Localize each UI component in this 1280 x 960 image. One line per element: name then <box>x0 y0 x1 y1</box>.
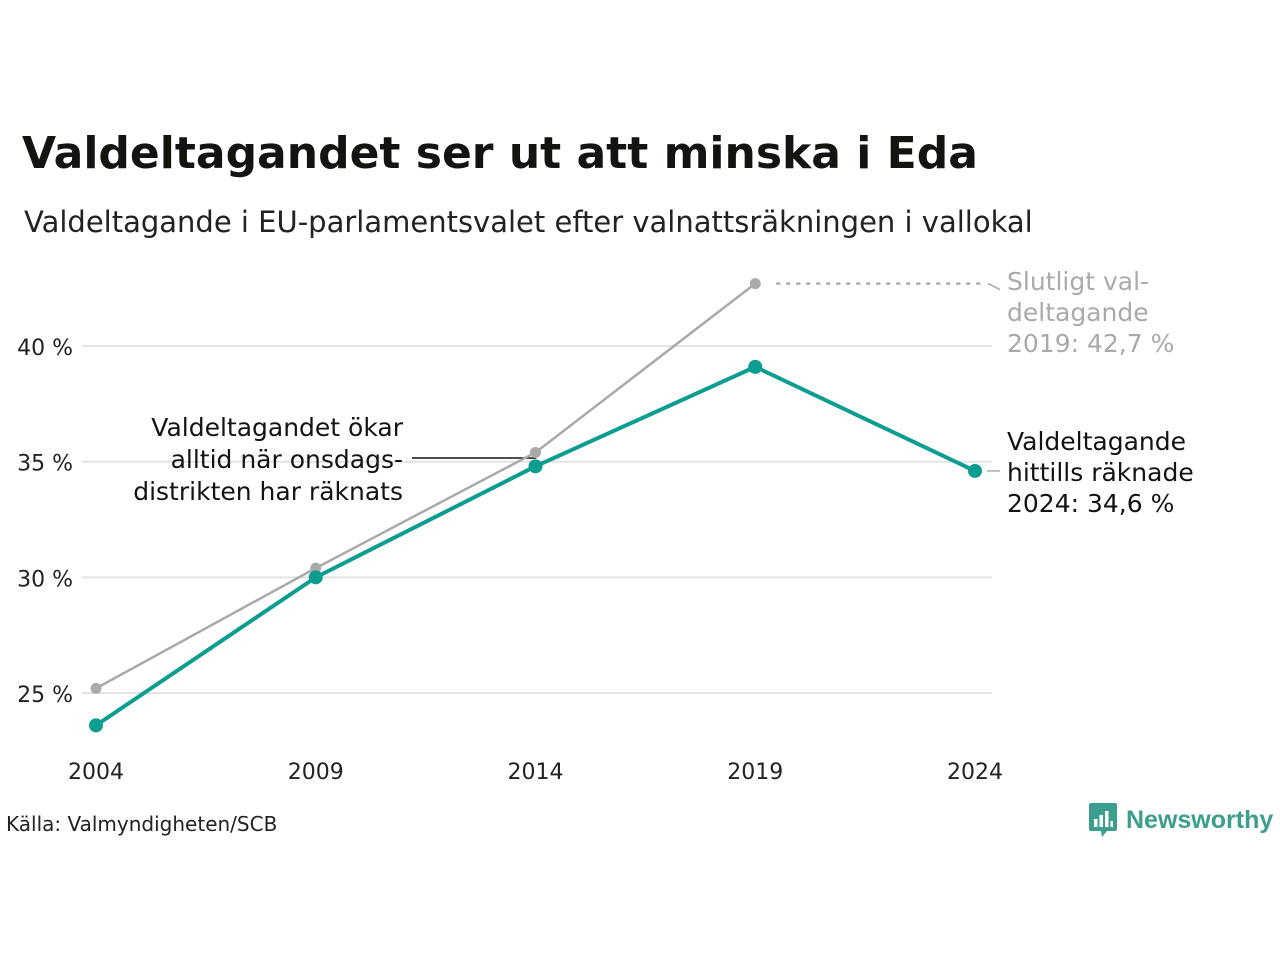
y-tick-label: 40 % <box>17 336 73 361</box>
annotation-current-line: 2024: 34,6 % <box>1007 489 1174 518</box>
chart-title: Valdeltagandet ser ut att minska i Eda <box>22 128 978 179</box>
annotation-current-line: hittills räknade <box>1007 458 1194 487</box>
y-tick-label: 30 % <box>17 567 73 592</box>
annotation-final-line: deltagande <box>1007 298 1149 327</box>
brand-logo[interactable]: Newsworthy <box>1088 802 1273 838</box>
x-tick-label: 2024 <box>947 760 1003 785</box>
y-tick-label: 35 % <box>17 452 73 477</box>
annotation-leader-final <box>987 282 1001 291</box>
data-point-final <box>530 446 541 458</box>
series-final-turnout <box>90 278 761 694</box>
annotation-note-line: distrikten har räknats <box>133 477 403 506</box>
annotation-final-line: 2019: 42,7 % <box>1007 329 1174 358</box>
data-point-final <box>749 278 761 290</box>
brand-name: Newsworthy <box>1126 805 1274 834</box>
x-axis-tick-labels: 2004 2009 2014 2019 2024 <box>68 760 1003 785</box>
source-note: Källa: Valmyndigheten/SCB <box>6 812 278 836</box>
data-point-final <box>310 562 322 574</box>
data-point-final <box>90 682 102 694</box>
y-axis-tick-labels: 25 % 30 % 35 % 40 % <box>17 336 73 708</box>
data-point-election-night <box>528 459 543 474</box>
annotation-arrow-line <box>412 452 537 459</box>
annotation-final-line: Slutligt val- <box>1007 267 1149 296</box>
newsworthy-logo-icon <box>1089 803 1117 837</box>
data-point-election-night <box>89 718 103 733</box>
annotation-current-line: Valdeltagande <box>1007 427 1186 456</box>
series-election-night-turnout <box>89 359 982 733</box>
data-point-election-night <box>968 463 982 478</box>
x-tick-label: 2004 <box>68 760 124 785</box>
y-tick-label: 25 % <box>17 683 73 708</box>
data-point-election-night <box>748 359 763 374</box>
chart-subtitle: Valdeltagande i EU-parlamentsvalet efter… <box>24 205 1033 239</box>
x-tick-label: 2019 <box>727 760 783 785</box>
data-point-election-night <box>308 570 323 585</box>
x-tick-label: 2009 <box>288 760 344 785</box>
annotation-note-line: Valdeltagandet ökar <box>151 413 403 442</box>
x-tick-label: 2014 <box>508 760 564 785</box>
annotation-note-line: alltid när onsdags- <box>171 445 403 474</box>
series-line-final <box>95 282 757 690</box>
